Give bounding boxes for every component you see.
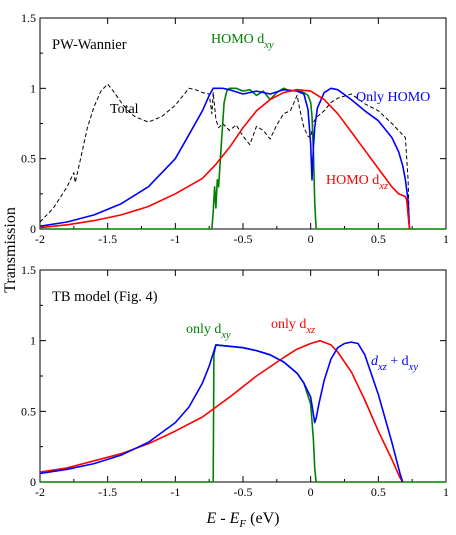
annotation-dxz-plus-dxy-sub2: xy xyxy=(408,362,419,373)
annotation-only-homo-base: Only HOMO xyxy=(356,90,430,105)
x-tick-label: -0.5 xyxy=(234,485,253,499)
annotation-homo-dxz-sub: xz xyxy=(378,181,388,192)
annotation-homo-dxy: HOMO dxy xyxy=(211,32,274,51)
y-tick-label: 1.5 xyxy=(21,263,36,277)
annotation-homo-dxy-sub: xy xyxy=(263,40,274,51)
top-panel-title: PW-Wannier xyxy=(52,37,127,53)
annotation-homo-dxz: HOMO dxz xyxy=(326,173,388,192)
x-tick-label: -1 xyxy=(170,485,180,499)
series-line-only-dxz xyxy=(39,339,404,483)
x-axis-label-tail: (eV) xyxy=(246,510,279,527)
y-tick-label: 1 xyxy=(30,81,36,95)
series-line-only-homo xyxy=(39,87,411,230)
x-tick-label: -1.5 xyxy=(98,485,117,499)
annotation-only-dxz: only dxz xyxy=(271,317,315,336)
series-line-homo-dxy xyxy=(40,87,446,230)
x-axis-label-mid: - E xyxy=(216,510,239,527)
y-tick-label: 0.5 xyxy=(21,152,36,166)
x-tick-label: 0.5 xyxy=(371,232,386,246)
annotation-total-base: Total xyxy=(110,102,139,117)
series-line-total xyxy=(39,83,410,230)
x-tick-label: 1 xyxy=(443,485,449,499)
x-tick-label: -2 xyxy=(35,485,45,499)
y-tick-label: 0.5 xyxy=(21,404,36,418)
annotation-only-dxz-sub: xz xyxy=(305,325,315,336)
annotation-dxz-plus-dxy-d1: d xyxy=(371,354,379,369)
annotation-dxz-plus-dxy: dxz + dxy xyxy=(371,354,418,373)
x-tick-label: -0.5 xyxy=(234,232,253,246)
y-tick-label: 1.5 xyxy=(21,11,36,25)
annotation-only-dxy-base: only d xyxy=(186,322,221,337)
annotation-dxz-plus-dxy-sub1: xz xyxy=(377,362,387,373)
annotation-only-homo: Only HOMO xyxy=(356,90,430,105)
y-tick-label: 0 xyxy=(30,222,36,236)
annotation-only-dxy-sub: xy xyxy=(220,330,231,341)
x-axis-label: E - EF (eV) xyxy=(206,510,280,530)
y-tick-label: 1 xyxy=(30,334,36,348)
annotation-homo-dxz-base: HOMO d xyxy=(326,173,379,188)
x-tick-label: -1 xyxy=(170,232,180,246)
annotation-homo-dxy-base: HOMO d xyxy=(211,32,264,47)
annotation-total: Total xyxy=(110,102,139,117)
annotation-only-dxz-base: only d xyxy=(271,317,306,332)
x-axis-label-sub: F xyxy=(238,518,246,530)
x-tick-label: 0 xyxy=(308,485,314,499)
x-tick-label: -1.5 xyxy=(98,232,117,246)
x-tick-label: 0.5 xyxy=(371,485,386,499)
x-tick-label: 0 xyxy=(308,232,314,246)
y-axis-label: Transmission xyxy=(2,207,19,293)
bottom-panel-title: TB model (Fig. 4) xyxy=(52,289,158,305)
bottom-panel: TB model (Fig. 4) -2 -1.5 -1 -0.5 0 0.5 1 0 0.5 1… xyxy=(21,263,449,499)
series-line-dxz-dxy xyxy=(39,341,404,483)
annotation-dxz-plus-dxy-mid: + d xyxy=(387,354,409,369)
x-tick-label: -2 xyxy=(35,232,45,246)
top-panel: PW-Wannier -2 -1.5 -1 -0.5 0 0.5 1 0 0.5 1 1.5 Tot… xyxy=(21,11,449,246)
x-axis-label-e: E xyxy=(206,510,217,527)
x-tick-label: 1 xyxy=(443,232,449,246)
series-line-homo-dxz xyxy=(39,88,411,230)
annotation-only-dxy: only dxy xyxy=(186,322,231,341)
y-tick-label: 0 xyxy=(30,475,36,489)
